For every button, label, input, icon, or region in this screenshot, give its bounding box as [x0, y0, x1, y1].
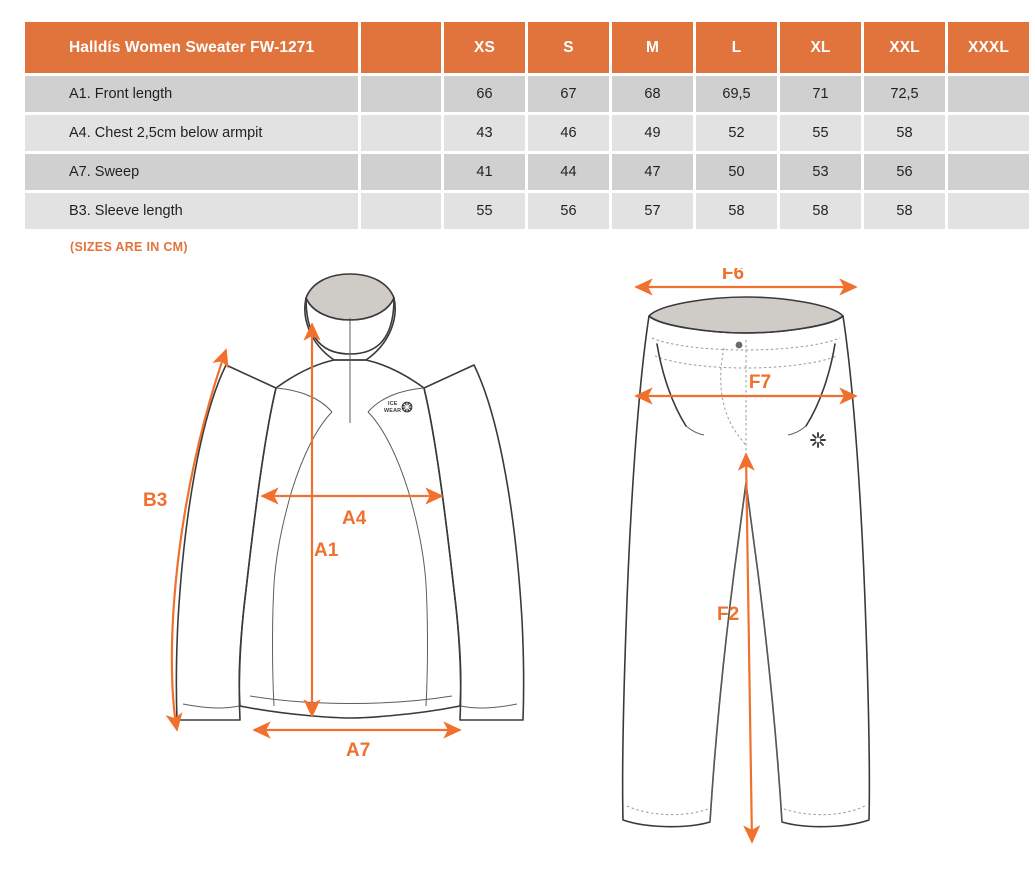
- measurement-label-a4: A4: [342, 508, 367, 529]
- left-inseam: [709, 482, 747, 823]
- measurement-arrow-f2: [737, 452, 761, 844]
- measurement-label: B3. Sleeve length: [25, 193, 358, 229]
- right-hem: [783, 805, 866, 816]
- product-title: Halldís Women Sweater FW-1271: [25, 22, 358, 73]
- value-l: 52: [696, 115, 777, 151]
- value-xl: 55: [780, 115, 861, 151]
- value-s: 44: [528, 154, 609, 190]
- value-xl: 53: [780, 154, 861, 190]
- value-xs: 55: [444, 193, 525, 229]
- left-cuff-line: [182, 703, 240, 709]
- blank-cell: [361, 154, 441, 190]
- measurement-label: A4. Chest 2,5cm below armpit: [25, 115, 358, 151]
- ice-wear-logo: ICE WEAR: [384, 401, 413, 414]
- right-pocket: [805, 343, 836, 427]
- sweater-body: [238, 359, 462, 719]
- table-row: A1. Front length 66 67 68 69,5 71 72,5: [25, 76, 1029, 112]
- value-s: 46: [528, 115, 609, 151]
- value-xxl: 72,5: [864, 76, 945, 112]
- value-m: 68: [612, 76, 693, 112]
- measurement-arrow-b3: [165, 348, 229, 732]
- value-s: 67: [528, 76, 609, 112]
- value-xs: 41: [444, 154, 525, 190]
- size-chart-table: Halldís Women Sweater FW-1271 XS S M L X…: [22, 19, 1032, 232]
- measurement-label: A7. Sweep: [25, 154, 358, 190]
- left-pocket: [656, 343, 687, 427]
- waistband-stitch: [654, 355, 838, 369]
- right-cuff-line: [460, 703, 518, 709]
- measurement-label-a1: A1: [314, 540, 339, 561]
- blank-cell: [361, 76, 441, 112]
- value-xs: 66: [444, 76, 525, 112]
- left-side-seam: [272, 583, 275, 707]
- value-m: 49: [612, 115, 693, 151]
- garment-diagrams: ICE WEAR B3 A4 A1 A7: [0, 268, 1035, 889]
- size-chart-table-container: Halldís Women Sweater FW-1271 XS S M L X…: [25, 22, 1029, 229]
- right-raglan-seam: [367, 411, 427, 585]
- left-hem: [626, 805, 709, 816]
- waistband-seam: [651, 337, 841, 351]
- measurement-label-f2: F2: [717, 604, 739, 625]
- table-header-row: Halldís Women Sweater FW-1271 XS S M L X…: [25, 22, 1029, 73]
- logo-text-ice: ICE: [388, 401, 398, 407]
- measurement-label-f6: F6: [722, 268, 744, 284]
- measurement-label-f7: F7: [749, 372, 771, 393]
- size-header-m: M: [612, 22, 693, 73]
- size-header-xl: XL: [780, 22, 861, 73]
- left-shoulder-seam: [275, 387, 333, 413]
- value-xxl: 58: [864, 115, 945, 151]
- size-header-xxxl: XXXL: [948, 22, 1029, 73]
- right-pocket-end: [787, 425, 807, 436]
- sweater-right-sleeve: [423, 364, 525, 721]
- measurement-label: A1. Front length: [25, 76, 358, 112]
- table-row: A7. Sweep 41 44 47 50 53 56: [25, 154, 1029, 190]
- sizes-unit-note: (SIZES ARE IN CM): [70, 240, 188, 254]
- pants-diagram: F6 F7 F2: [621, 268, 871, 844]
- value-l: 50: [696, 154, 777, 190]
- value-xxl: 58: [864, 193, 945, 229]
- size-header-l: L: [696, 22, 777, 73]
- header-blank-column: [361, 22, 441, 73]
- logo-text-wear: WEAR: [384, 408, 401, 414]
- table-row: B3. Sleeve length 55 56 57 58 58 58: [25, 193, 1029, 229]
- value-xxxl: [948, 115, 1029, 151]
- value-xs: 43: [444, 115, 525, 151]
- size-header-s: S: [528, 22, 609, 73]
- sweater-left-sleeve: [175, 364, 277, 721]
- pants-waist-opening: [647, 296, 845, 334]
- value-l: 69,5: [696, 76, 777, 112]
- value-xl: 58: [780, 193, 861, 229]
- value-m: 57: [612, 193, 693, 229]
- value-xxxl: [948, 154, 1029, 190]
- measurement-label-b3: B3: [143, 490, 167, 511]
- blank-cell: [361, 115, 441, 151]
- measurement-label-a7: A7: [346, 740, 370, 761]
- blank-cell: [361, 193, 441, 229]
- snowflake-icon: [401, 401, 413, 413]
- value-l: 58: [696, 193, 777, 229]
- size-header-xxl: XXL: [864, 22, 945, 73]
- value-xxxl: [948, 193, 1029, 229]
- value-xl: 71: [780, 76, 861, 112]
- sweater-diagram: ICE WEAR B3 A4 A1 A7: [143, 273, 525, 761]
- hem-line: [249, 695, 453, 704]
- snowflake-icon: [809, 431, 827, 449]
- fly-curve: [720, 347, 747, 447]
- value-m: 47: [612, 154, 693, 190]
- right-shoulder-seam: [367, 387, 425, 413]
- right-side-seam: [425, 583, 428, 707]
- size-header-xs: XS: [444, 22, 525, 73]
- value-xxxl: [948, 76, 1029, 112]
- value-xxl: 56: [864, 154, 945, 190]
- value-s: 56: [528, 193, 609, 229]
- pants-body: [621, 315, 871, 828]
- left-pocket-end: [685, 425, 705, 436]
- waist-button-icon: [735, 341, 743, 349]
- table-row: A4. Chest 2,5cm below armpit 43 46 49 52…: [25, 115, 1029, 151]
